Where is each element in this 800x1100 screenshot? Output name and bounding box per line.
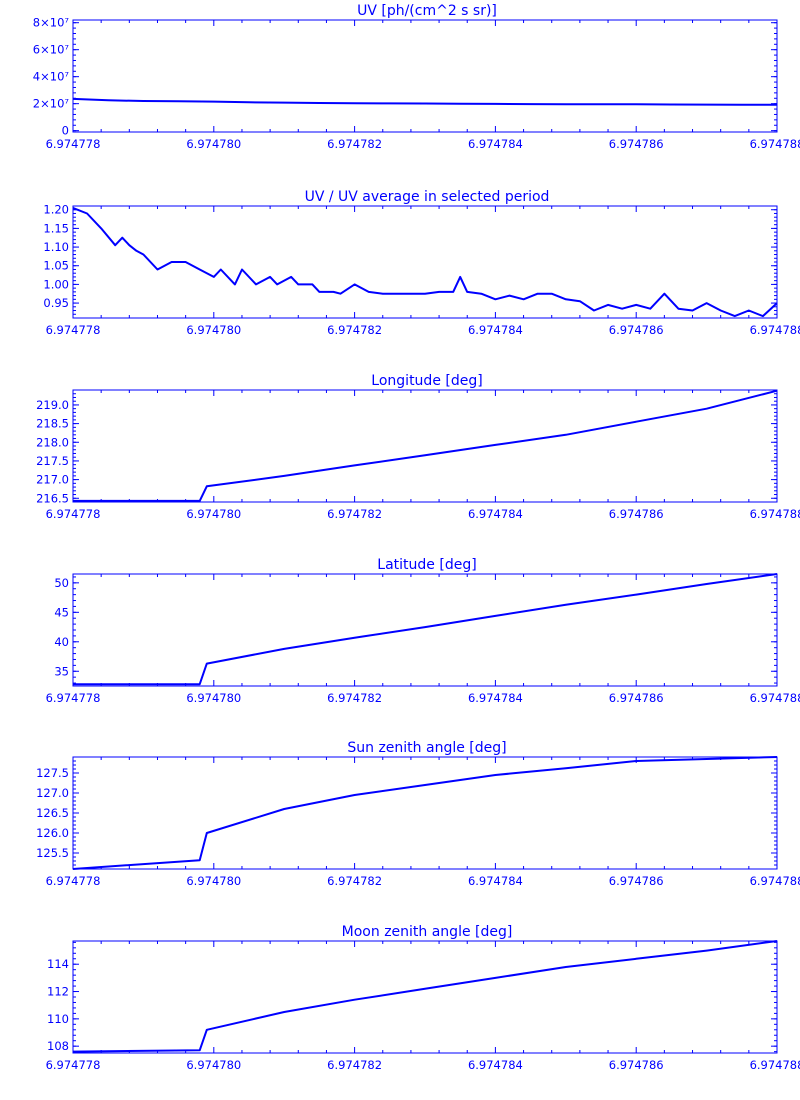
x-tick-label: 6.974782 (327, 1058, 382, 1072)
y-tick-label: 217.0 (36, 473, 69, 487)
x-tick-label: 6.974788 (750, 691, 800, 705)
chart-title: Moon zenith angle [deg] (342, 924, 513, 940)
x-tick-label: 6.974786 (609, 323, 664, 337)
series-line (72, 97, 777, 106)
y-tick-label: 126.0 (36, 826, 69, 840)
y-tick-label: 1.20 (43, 203, 69, 217)
x-tick-label: 6.974782 (327, 691, 382, 705)
y-tick-label: 112 (47, 985, 69, 999)
x-tick-label: 6.974782 (327, 137, 382, 151)
y-tick-label: 0 (62, 124, 69, 138)
chart-panel-1: UV [ph/(cm^2 s sr)] 6.974778 6.974780 6.974… (33, 3, 800, 151)
series-line (73, 389, 778, 502)
x-tick-label: 6.974784 (468, 507, 523, 521)
x-tick-label: 6.974778 (46, 137, 101, 151)
y-tick-label: 50 (54, 576, 69, 590)
x-tick-label: 6.974788 (750, 137, 800, 151)
x-tick-label: 6.974778 (46, 323, 101, 337)
y-tick-label: 1.00 (43, 277, 69, 291)
x-tick-label: 6.974784 (468, 137, 523, 151)
chart-title: Sun zenith angle [deg] (347, 740, 506, 756)
x-tick-label: 6.974786 (609, 507, 664, 521)
series-line (72, 940, 778, 1053)
y-tick-label: 108 (47, 1039, 69, 1053)
chart-title: Longitude [deg] (371, 373, 482, 389)
y-tick-label: 40 (54, 635, 69, 649)
y-tick-label: 4×10⁷ (33, 70, 70, 84)
y-tick-label: 1.15 (43, 221, 69, 235)
plot-frame (72, 389, 778, 503)
y-tick-label: 218.0 (36, 435, 69, 449)
x-tick-label: 6.974784 (468, 691, 523, 705)
x-tick-label: 6.974788 (750, 323, 800, 337)
y-tick-label: 1.05 (43, 259, 69, 273)
x-tick-label: 6.974782 (327, 874, 382, 888)
chart-panel-5: Sun zenith angle [deg] 6.974778 6.974780 6.… (36, 740, 800, 888)
x-tick-label: 6.974784 (468, 874, 523, 888)
x-tick-label: 6.974784 (468, 1058, 523, 1072)
x-tick-label: 6.974782 (327, 507, 382, 521)
x-tick-label: 6.974788 (750, 874, 800, 888)
y-tick-label: 218.5 (36, 417, 69, 431)
x-tick-label: 6.974778 (46, 507, 101, 521)
y-tick-label: 1.10 (43, 240, 69, 254)
y-tick-label: 35 (54, 664, 69, 678)
chart-panel-3: Longitude [deg] 6.974778 6.974780 6.974782 6… (36, 373, 800, 521)
x-tick-label: 6.974786 (609, 137, 664, 151)
y-tick-label: 45 (54, 605, 69, 619)
x-tick-label: 6.974786 (609, 874, 664, 888)
x-tick-label: 6.974778 (46, 874, 101, 888)
chart-panel-2: UV / UV average in selected period 6.9747… (43, 189, 800, 337)
y-tick-label: 2×10⁷ (33, 97, 70, 111)
chart-title: UV / UV average in selected period (305, 189, 550, 205)
series-line (72, 206, 778, 318)
chart-title: UV [ph/(cm^2 s sr)] (357, 3, 497, 19)
x-tick-label: 6.974788 (750, 507, 800, 521)
chart-panel-4: Latitude [deg] 6.974778 6.974780 6.974782 6.… (46, 557, 800, 705)
y-tick-label: 114 (47, 957, 69, 971)
x-tick-label: 6.974780 (186, 1058, 241, 1072)
x-tick-label: 6.974780 (186, 137, 241, 151)
x-tick-label: 6.974786 (609, 691, 664, 705)
x-tick-label: 6.974780 (186, 323, 241, 337)
x-tick-label: 6.974778 (46, 1058, 101, 1072)
plot-frame (72, 573, 778, 687)
series-line (73, 573, 778, 686)
y-tick-label: 0.95 (43, 296, 69, 310)
x-tick-label: 6.974780 (186, 874, 241, 888)
x-tick-label: 6.974780 (186, 507, 241, 521)
x-tick-label: 6.974786 (609, 1058, 664, 1072)
x-tick-label: 6.974788 (750, 1058, 800, 1072)
y-tick-label: 110 (47, 1012, 69, 1026)
y-tick-label: 216.5 (36, 491, 69, 505)
x-tick-label: 6.974778 (46, 691, 101, 705)
y-tick-label: 217.5 (36, 454, 69, 468)
plot-frame (72, 940, 778, 1054)
chart-title: Latitude [deg] (377, 557, 476, 573)
y-tick-label: 127.0 (36, 786, 69, 800)
plot-frame (72, 756, 778, 870)
x-tick-label: 6.974780 (186, 691, 241, 705)
x-tick-label: 6.974782 (327, 323, 382, 337)
y-tick-label: 8×10⁷ (33, 16, 70, 30)
y-tick-label: 6×10⁷ (33, 43, 70, 57)
plot-frame (72, 19, 778, 133)
x-tick-label: 6.974784 (468, 323, 523, 337)
chart-panel-6: Moon zenith angle [deg] 6.974778 6.974780 6… (46, 924, 800, 1072)
y-tick-label: 125.5 (36, 846, 69, 860)
y-tick-label: 127.5 (36, 766, 69, 780)
y-tick-label: 126.5 (36, 806, 69, 820)
series-line (72, 756, 778, 870)
y-tick-label: 219.0 (36, 398, 69, 412)
